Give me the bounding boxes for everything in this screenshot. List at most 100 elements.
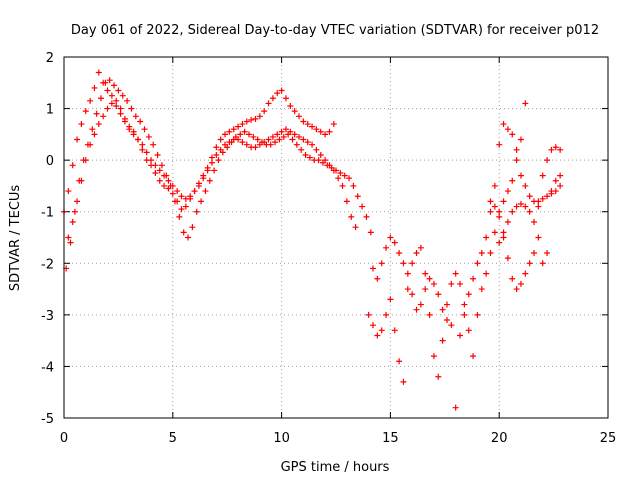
- data-point: [185, 234, 192, 241]
- data-point: [291, 131, 298, 138]
- data-point: [89, 126, 96, 133]
- data-point: [74, 198, 81, 205]
- data-point: [496, 208, 503, 215]
- data-point: [422, 286, 429, 293]
- data-point: [548, 188, 555, 195]
- data-point: [278, 87, 285, 94]
- data-point: [378, 327, 385, 334]
- data-point: [176, 213, 183, 220]
- data-point: [254, 136, 261, 143]
- data-point: [478, 249, 485, 256]
- data-point: [239, 121, 246, 128]
- data-point: [91, 84, 98, 91]
- data-point: [178, 206, 185, 213]
- data-point: [235, 136, 242, 143]
- data-point: [252, 115, 259, 122]
- data-point: [156, 177, 163, 184]
- data-point: [106, 77, 113, 84]
- data-point: [317, 151, 324, 158]
- data-point: [282, 95, 289, 102]
- data-point: [202, 188, 209, 195]
- data-point: [474, 311, 481, 318]
- data-point: [67, 239, 74, 246]
- data-point: [256, 113, 263, 120]
- plot-frame: [63, 56, 609, 419]
- data-point: [208, 159, 215, 166]
- data-point: [111, 82, 118, 89]
- data-point: [374, 332, 381, 339]
- data-point: [278, 128, 285, 135]
- data-point: [121, 118, 128, 125]
- data-point: [391, 327, 398, 334]
- data-point: [130, 131, 137, 138]
- data-point: [261, 108, 268, 115]
- data-point: [169, 182, 176, 189]
- data-point: [517, 200, 524, 207]
- data-point: [439, 306, 446, 313]
- data-point: [539, 172, 546, 179]
- data-point: [330, 167, 337, 174]
- data-point: [439, 337, 446, 344]
- data-point: [517, 172, 524, 179]
- data-point: [504, 219, 511, 226]
- data-point: [509, 208, 516, 215]
- data-point: [100, 113, 107, 120]
- y-axis-label: SDTVAR / TECUs: [8, 185, 23, 292]
- data-point: [491, 182, 498, 189]
- data-point: [158, 162, 165, 169]
- series-track-d: [365, 100, 529, 385]
- data-point: [496, 213, 503, 220]
- data-point: [557, 182, 564, 189]
- data-point: [346, 175, 353, 182]
- data-point: [195, 182, 202, 189]
- data-point: [465, 291, 472, 298]
- data-point: [448, 322, 455, 329]
- data-point: [430, 353, 437, 360]
- data-point: [430, 280, 437, 287]
- data-point: [391, 239, 398, 246]
- data-point: [252, 144, 259, 151]
- data-point: [457, 280, 464, 287]
- data-point: [113, 97, 120, 104]
- data-point: [296, 133, 303, 140]
- data-point: [322, 157, 329, 164]
- data-point: [365, 311, 372, 318]
- data-point: [145, 133, 152, 140]
- data-point: [396, 249, 403, 256]
- data-point: [470, 275, 477, 282]
- data-point: [128, 105, 135, 112]
- data-point: [108, 92, 115, 99]
- data-point: [208, 154, 215, 161]
- data-point: [500, 198, 507, 205]
- data-point: [487, 208, 494, 215]
- data-point: [291, 108, 298, 115]
- data-point: [132, 113, 139, 120]
- data-point: [306, 154, 313, 161]
- x-tick-label: 5: [169, 431, 177, 446]
- data-point: [298, 146, 305, 153]
- data-point: [474, 260, 481, 267]
- x-axis-label: GPS time / hours: [281, 460, 390, 475]
- data-point: [513, 157, 520, 164]
- data-point: [293, 141, 300, 148]
- data-point: [317, 128, 324, 135]
- data-point: [452, 270, 459, 277]
- data-point: [341, 172, 348, 179]
- data-point: [304, 121, 311, 128]
- data-point: [265, 136, 272, 143]
- data-point: [95, 121, 102, 128]
- data-point: [443, 317, 450, 324]
- y-tick-label: -5: [41, 412, 54, 427]
- data-point: [500, 229, 507, 236]
- data-point: [143, 149, 150, 156]
- data-point: [97, 95, 104, 102]
- data-point: [322, 131, 329, 138]
- data-point: [269, 133, 276, 140]
- data-point: [289, 136, 296, 143]
- x-tick-label: 0: [60, 431, 68, 446]
- data-point: [115, 87, 122, 94]
- data-point: [222, 141, 229, 148]
- data-point: [204, 167, 211, 174]
- data-point: [526, 208, 533, 215]
